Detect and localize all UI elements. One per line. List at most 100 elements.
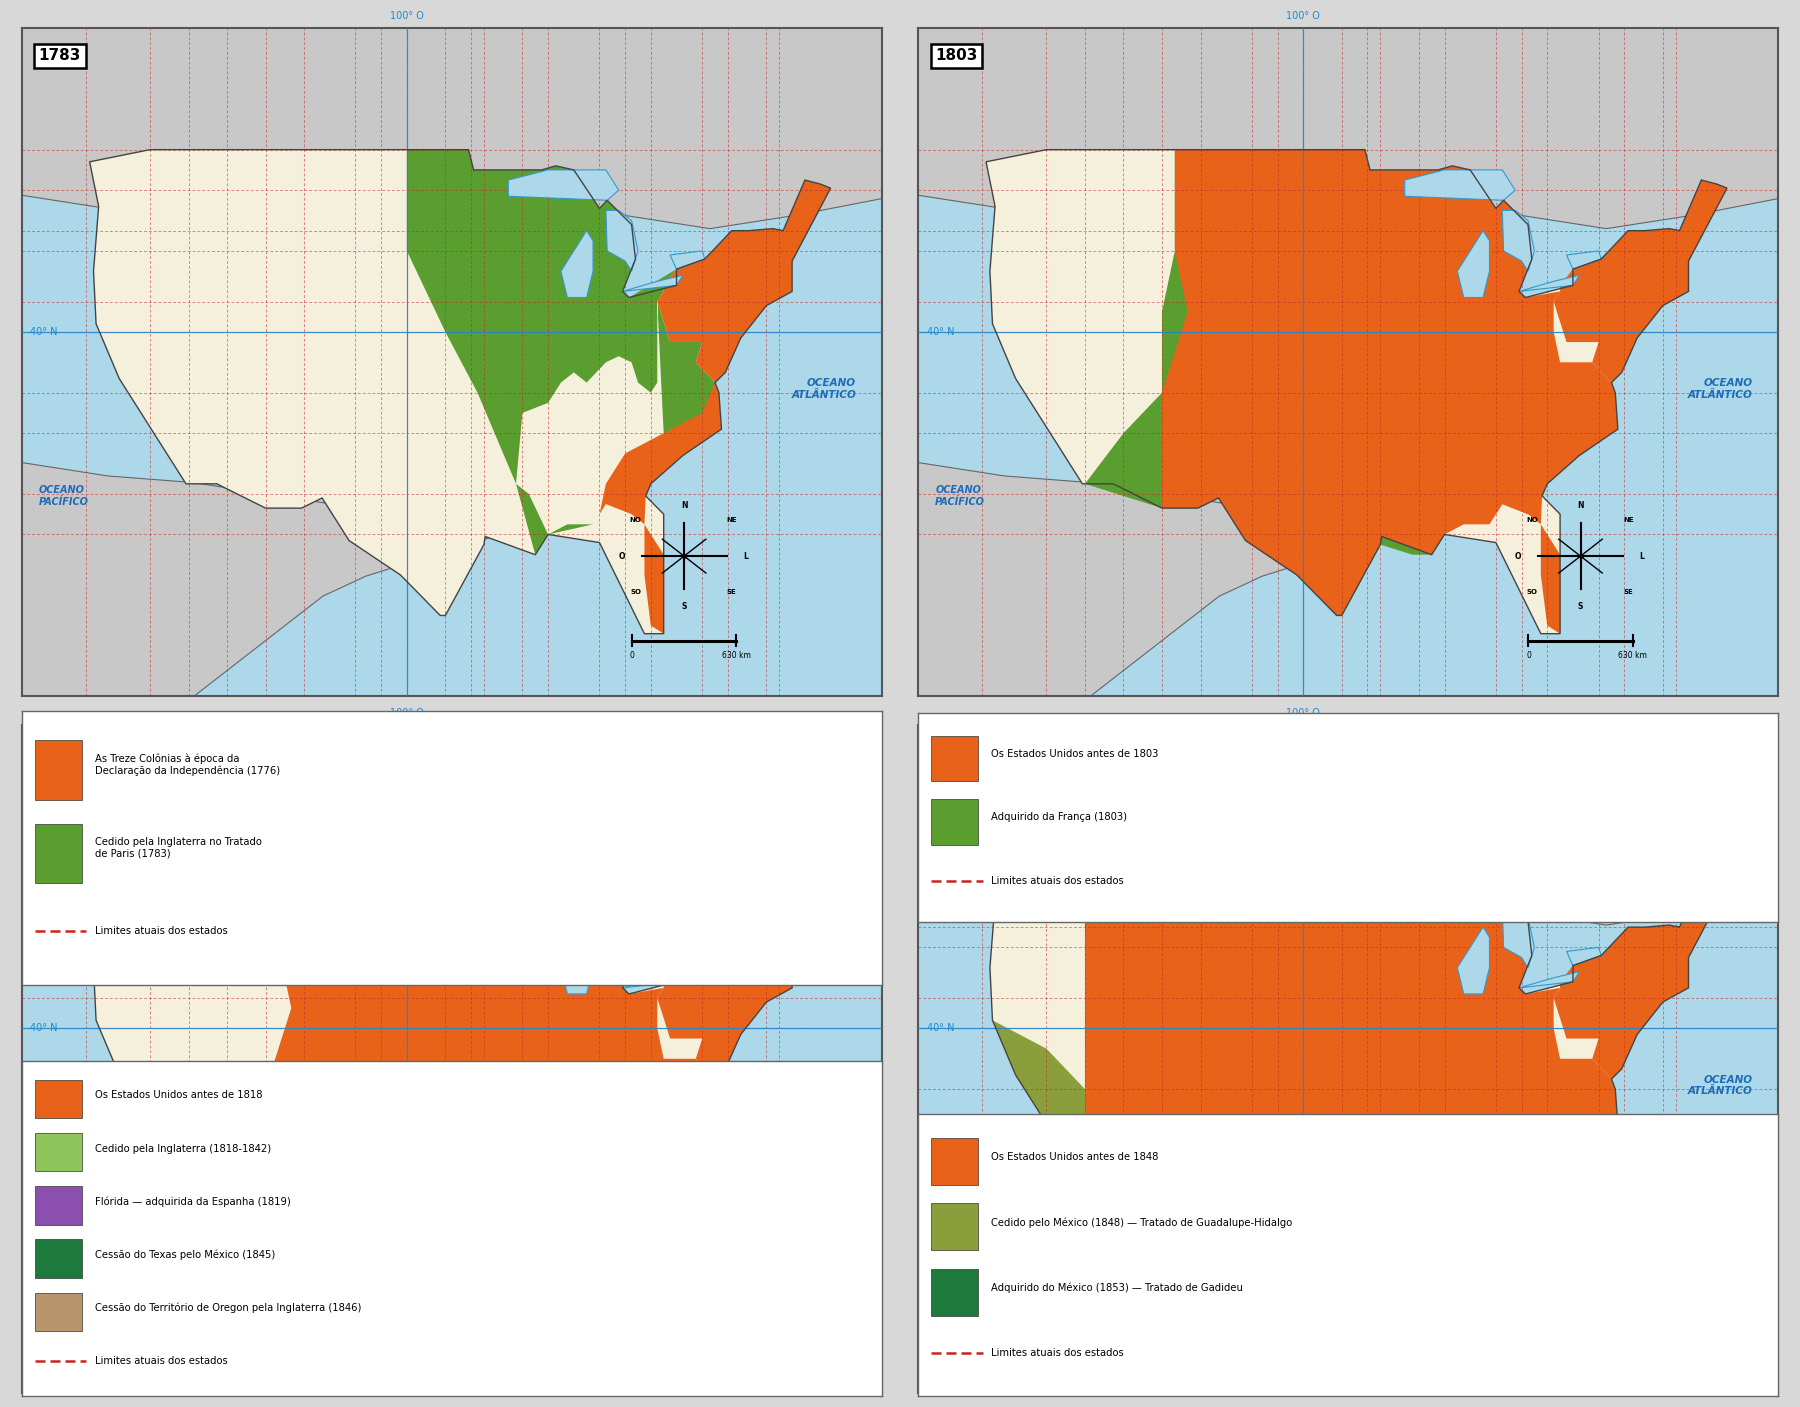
- Text: Cedido pelo México (1848) — Tratado de Guadalupe-Hidalgo: Cedido pelo México (1848) — Tratado de G…: [992, 1217, 1292, 1227]
- FancyBboxPatch shape: [931, 799, 977, 844]
- Text: Limites atuais dos estados: Limites atuais dos estados: [95, 1356, 227, 1366]
- Polygon shape: [562, 231, 592, 297]
- Polygon shape: [623, 972, 682, 988]
- Text: OCEANO
ATLÂNTICO: OCEANO ATLÂNTICO: [792, 378, 857, 400]
- Text: N: N: [553, 1185, 558, 1193]
- Text: 40° N: 40° N: [31, 1023, 58, 1033]
- Text: S: S: [1579, 602, 1584, 611]
- Text: OCEANO
PACÍFICO: OCEANO PACÍFICO: [40, 485, 88, 507]
- Text: 100° O: 100° O: [1287, 708, 1319, 718]
- Polygon shape: [1566, 947, 1602, 965]
- Polygon shape: [562, 927, 592, 993]
- Polygon shape: [1458, 927, 1489, 993]
- Text: NO: NO: [630, 516, 641, 523]
- Text: Limites atuais dos estados: Limites atuais dos estados: [95, 926, 227, 936]
- FancyBboxPatch shape: [34, 740, 81, 801]
- Text: O: O: [1516, 1248, 1521, 1256]
- Polygon shape: [407, 1099, 490, 1311]
- Text: N: N: [680, 501, 688, 511]
- Polygon shape: [1496, 180, 1726, 633]
- Polygon shape: [508, 867, 619, 896]
- Polygon shape: [772, 877, 830, 926]
- Polygon shape: [918, 463, 1391, 696]
- Polygon shape: [1163, 149, 1618, 615]
- Polygon shape: [22, 712, 900, 938]
- Text: 40° N: 40° N: [927, 1023, 954, 1033]
- Text: 100° O: 100° O: [1287, 11, 1319, 21]
- Text: Limites atuais dos estados: Limites atuais dos estados: [992, 875, 1123, 885]
- Text: 0: 0: [1526, 650, 1530, 660]
- Text: Os Estados Unidos antes de 1848: Os Estados Unidos antes de 1848: [992, 1152, 1159, 1162]
- Polygon shape: [1519, 972, 1579, 988]
- Text: 100° O: 100° O: [391, 708, 423, 718]
- Polygon shape: [22, 15, 900, 242]
- FancyBboxPatch shape: [34, 823, 81, 884]
- Polygon shape: [918, 1159, 1391, 1393]
- Text: Limites atuais dos estados: Limites atuais dos estados: [992, 1348, 1123, 1358]
- Text: OCEANO
ATLÂNTICO: OCEANO ATLÂNTICO: [792, 1075, 857, 1096]
- Text: Cedido pela Inglaterra no Tratado
de Paris (1783): Cedido pela Inglaterra no Tratado de Par…: [95, 837, 261, 858]
- Polygon shape: [1496, 877, 1726, 1330]
- FancyBboxPatch shape: [34, 1240, 81, 1278]
- Polygon shape: [1503, 211, 1534, 272]
- Text: 1818-1846: 1818-1846: [40, 744, 130, 760]
- FancyBboxPatch shape: [34, 1293, 81, 1331]
- Text: O: O: [1516, 552, 1521, 560]
- Text: OCEANO
PACÍFICO: OCEANO PACÍFICO: [936, 485, 985, 507]
- Polygon shape: [670, 250, 706, 269]
- Text: SE: SE: [598, 1272, 607, 1279]
- Text: Os Estados Unidos antes de 1803: Os Estados Unidos antes de 1803: [992, 750, 1159, 760]
- Text: 630 km: 630 km: [1618, 650, 1647, 660]
- Text: 1783: 1783: [40, 48, 81, 63]
- Text: 100° O: 100° O: [391, 11, 423, 21]
- Text: 630 km: 630 km: [1618, 1346, 1647, 1356]
- Text: NE: NE: [598, 1200, 608, 1206]
- Polygon shape: [623, 276, 682, 291]
- Text: S: S: [1579, 1299, 1584, 1307]
- FancyBboxPatch shape: [34, 1186, 81, 1224]
- Text: O: O: [619, 552, 625, 560]
- Polygon shape: [1404, 867, 1516, 896]
- Text: N: N: [1577, 501, 1584, 511]
- Text: NO: NO: [500, 1200, 513, 1206]
- Text: SO: SO: [502, 1272, 513, 1279]
- Polygon shape: [266, 846, 722, 1311]
- Text: SE: SE: [727, 590, 736, 595]
- Text: Cessão do Texas pelo México (1845): Cessão do Texas pelo México (1845): [95, 1249, 275, 1261]
- Polygon shape: [407, 846, 635, 993]
- FancyBboxPatch shape: [931, 1203, 977, 1251]
- Polygon shape: [670, 947, 706, 965]
- Polygon shape: [599, 180, 830, 633]
- Polygon shape: [1519, 276, 1579, 291]
- Text: Flórida — adquirida da Espanha (1819): Flórida — adquirida da Espanha (1819): [95, 1196, 290, 1207]
- Polygon shape: [90, 846, 830, 1330]
- Text: S: S: [553, 1285, 558, 1294]
- Polygon shape: [567, 1200, 664, 1330]
- Text: Cedido pela Inglaterra (1818-1842): Cedido pela Inglaterra (1818-1842): [95, 1144, 270, 1154]
- Text: SO: SO: [1526, 1286, 1537, 1292]
- Text: 0: 0: [500, 1334, 506, 1342]
- Polygon shape: [992, 1009, 1201, 1204]
- Polygon shape: [918, 712, 1796, 938]
- Text: SO: SO: [630, 590, 641, 595]
- Polygon shape: [508, 170, 619, 200]
- Polygon shape: [90, 846, 189, 968]
- Text: As Treze Colônias à época da
Declaração da Independência (1776): As Treze Colônias à época da Declaração …: [95, 753, 279, 775]
- Polygon shape: [1458, 231, 1489, 297]
- FancyBboxPatch shape: [931, 736, 977, 781]
- Text: OCEANO
ATLÂNTICO: OCEANO ATLÂNTICO: [1688, 1075, 1753, 1096]
- Polygon shape: [22, 1159, 495, 1393]
- Text: NE: NE: [1624, 1213, 1634, 1220]
- FancyBboxPatch shape: [34, 1133, 81, 1172]
- Text: 1848-1853: 1848-1853: [936, 744, 1026, 760]
- Text: 630 km: 630 km: [722, 650, 751, 660]
- Text: NO: NO: [1526, 1213, 1537, 1220]
- Text: NE: NE: [727, 516, 738, 523]
- Polygon shape: [607, 908, 637, 968]
- Polygon shape: [986, 149, 1726, 633]
- Polygon shape: [1566, 250, 1602, 269]
- Polygon shape: [22, 463, 495, 696]
- Polygon shape: [1085, 149, 1431, 615]
- Polygon shape: [1404, 170, 1516, 200]
- Polygon shape: [1085, 846, 1618, 1311]
